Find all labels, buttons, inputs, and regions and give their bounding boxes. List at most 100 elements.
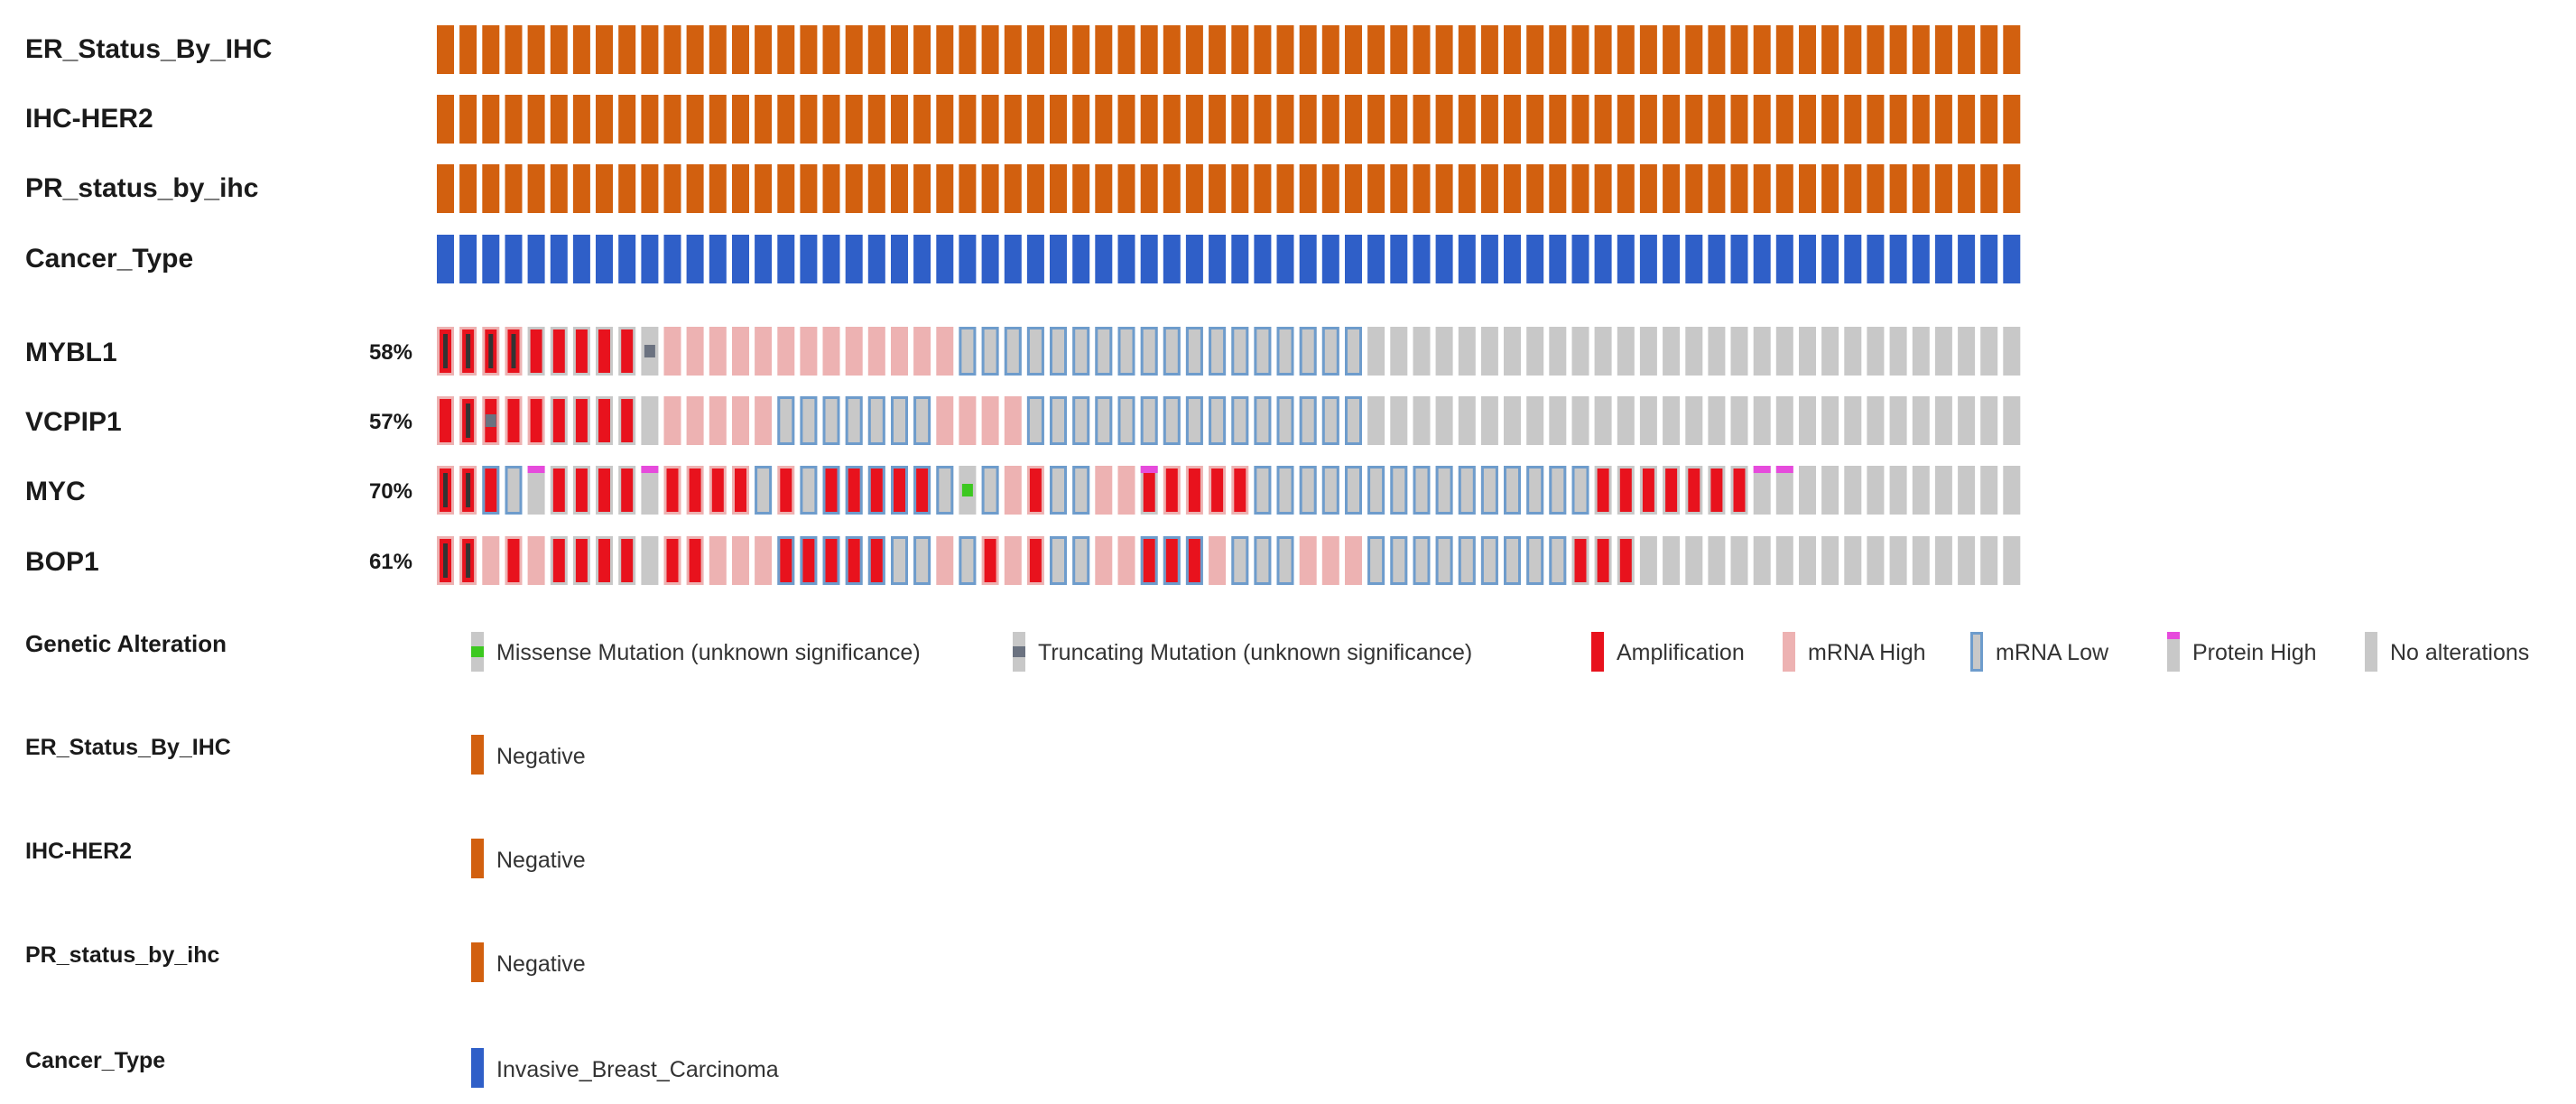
amplification-mark	[575, 469, 588, 512]
clinical-cell	[777, 164, 795, 213]
mrna-low-mark	[1004, 327, 1022, 376]
mrna-low-mark	[1504, 536, 1521, 585]
clinical-cell	[1844, 164, 1862, 213]
sample-cell	[1390, 396, 1408, 445]
sample-cell	[1821, 466, 1839, 515]
clinical-cell	[505, 164, 523, 213]
sample-cell	[663, 396, 681, 445]
sample-cell	[1413, 536, 1431, 585]
sample-cell	[1617, 327, 1635, 376]
clinical-cell	[1867, 164, 1885, 213]
mrna-low-mark	[913, 536, 931, 585]
sample-cell	[1050, 536, 1067, 585]
mrna-low-mark	[1299, 327, 1317, 376]
clinical-cell	[1231, 164, 1249, 213]
clinical-cell	[1799, 25, 1816, 74]
amplification-mark	[621, 399, 634, 442]
amplification-mark	[1597, 539, 1609, 582]
sample-cell	[1685, 536, 1703, 585]
sample-cell	[1276, 327, 1294, 376]
sample-cell	[1390, 466, 1408, 515]
legend-clinical-swatch	[471, 1048, 484, 1088]
sample-cell	[1140, 396, 1158, 445]
clinical-cell	[1775, 25, 1793, 74]
clinical-cell	[1413, 95, 1431, 144]
clinical-cell	[1934, 235, 1952, 283]
clinical-cell	[527, 164, 545, 213]
sample-cell	[1209, 536, 1227, 585]
truncating-mark	[466, 543, 471, 578]
mrna-low-mark	[1072, 327, 1090, 376]
mrna-low-mark	[1254, 327, 1272, 376]
sample-cell	[2003, 396, 2021, 445]
gene-label: MYC	[25, 477, 86, 506]
sample-cell	[800, 466, 818, 515]
mrna-low-mark	[959, 536, 977, 585]
sample-cell	[822, 396, 840, 445]
amplification-mark	[916, 469, 929, 512]
clinical-cell	[1844, 235, 1862, 283]
truncating-mark	[466, 334, 471, 368]
sample-cell	[959, 396, 977, 445]
clinical-cell	[1526, 25, 1544, 74]
protein-high-mark	[1775, 466, 1793, 473]
sample-cell	[2003, 327, 2021, 376]
amplification-mark	[1688, 469, 1700, 512]
mrna-low-mark	[913, 466, 931, 515]
sample-cell	[1799, 396, 1816, 445]
clinical-cell	[1594, 164, 1612, 213]
clinical-cell	[755, 235, 773, 283]
clinical-cell	[1276, 25, 1294, 74]
clinical-cell	[1821, 95, 1839, 144]
clinical-cell	[1435, 95, 1453, 144]
mrna-low-mark	[1072, 396, 1090, 445]
clinical-cell	[459, 95, 477, 144]
sample-cell	[891, 327, 908, 376]
sample-cell	[1435, 327, 1453, 376]
clinical-cell	[1844, 25, 1862, 74]
clinical-cell	[663, 235, 681, 283]
clinical-cell	[1571, 164, 1589, 213]
clinical-cell	[1730, 95, 1748, 144]
amplification-mark	[848, 469, 860, 512]
gene-tracks	[437, 327, 2021, 585]
clinical-cell	[1004, 25, 1022, 74]
sample-cell	[1934, 466, 1952, 515]
clinical-cell	[572, 235, 590, 283]
amplification-mark	[621, 329, 634, 373]
clinical-cell	[2003, 164, 2021, 213]
sample-cell	[1345, 327, 1362, 376]
clinical-cell	[1276, 235, 1294, 283]
mrna-low-mark	[867, 466, 885, 515]
clinical-cell	[800, 25, 818, 74]
sample-cell	[1095, 396, 1113, 445]
legend-label: Amplification	[1617, 640, 1745, 665]
clinical-cell	[1185, 235, 1203, 283]
clinical-cell	[1549, 235, 1567, 283]
mrna-low-mark	[777, 396, 795, 445]
clinical-cell	[1980, 235, 1998, 283]
mrna-low-mark	[1526, 466, 1544, 515]
clinical-cell	[618, 25, 636, 74]
clinical-cell	[482, 25, 500, 74]
sample-cell	[1821, 327, 1839, 376]
sample-cell	[755, 466, 773, 515]
sample-cell	[1867, 396, 1885, 445]
sample-cell	[936, 327, 954, 376]
sample-cell	[1889, 536, 1907, 585]
sample-cell	[1321, 466, 1339, 515]
sample-cell	[1889, 396, 1907, 445]
protein-high-mark	[527, 466, 545, 473]
sample-cell	[1185, 327, 1203, 376]
mrna-low-mark	[867, 536, 885, 585]
amplification-mark	[780, 539, 792, 582]
sample-cell	[1730, 536, 1748, 585]
amplification-mark	[507, 399, 520, 442]
clinical-cell	[1367, 25, 1385, 74]
clinical-cell	[1867, 235, 1885, 283]
legend-clinical-value: Negative	[496, 744, 586, 769]
sample-cell	[1276, 466, 1294, 515]
legend-clinical-value: Invasive_Breast_Carcinoma	[496, 1057, 779, 1082]
clinical-cell	[1413, 25, 1431, 74]
clinical-cell	[1844, 95, 1862, 144]
